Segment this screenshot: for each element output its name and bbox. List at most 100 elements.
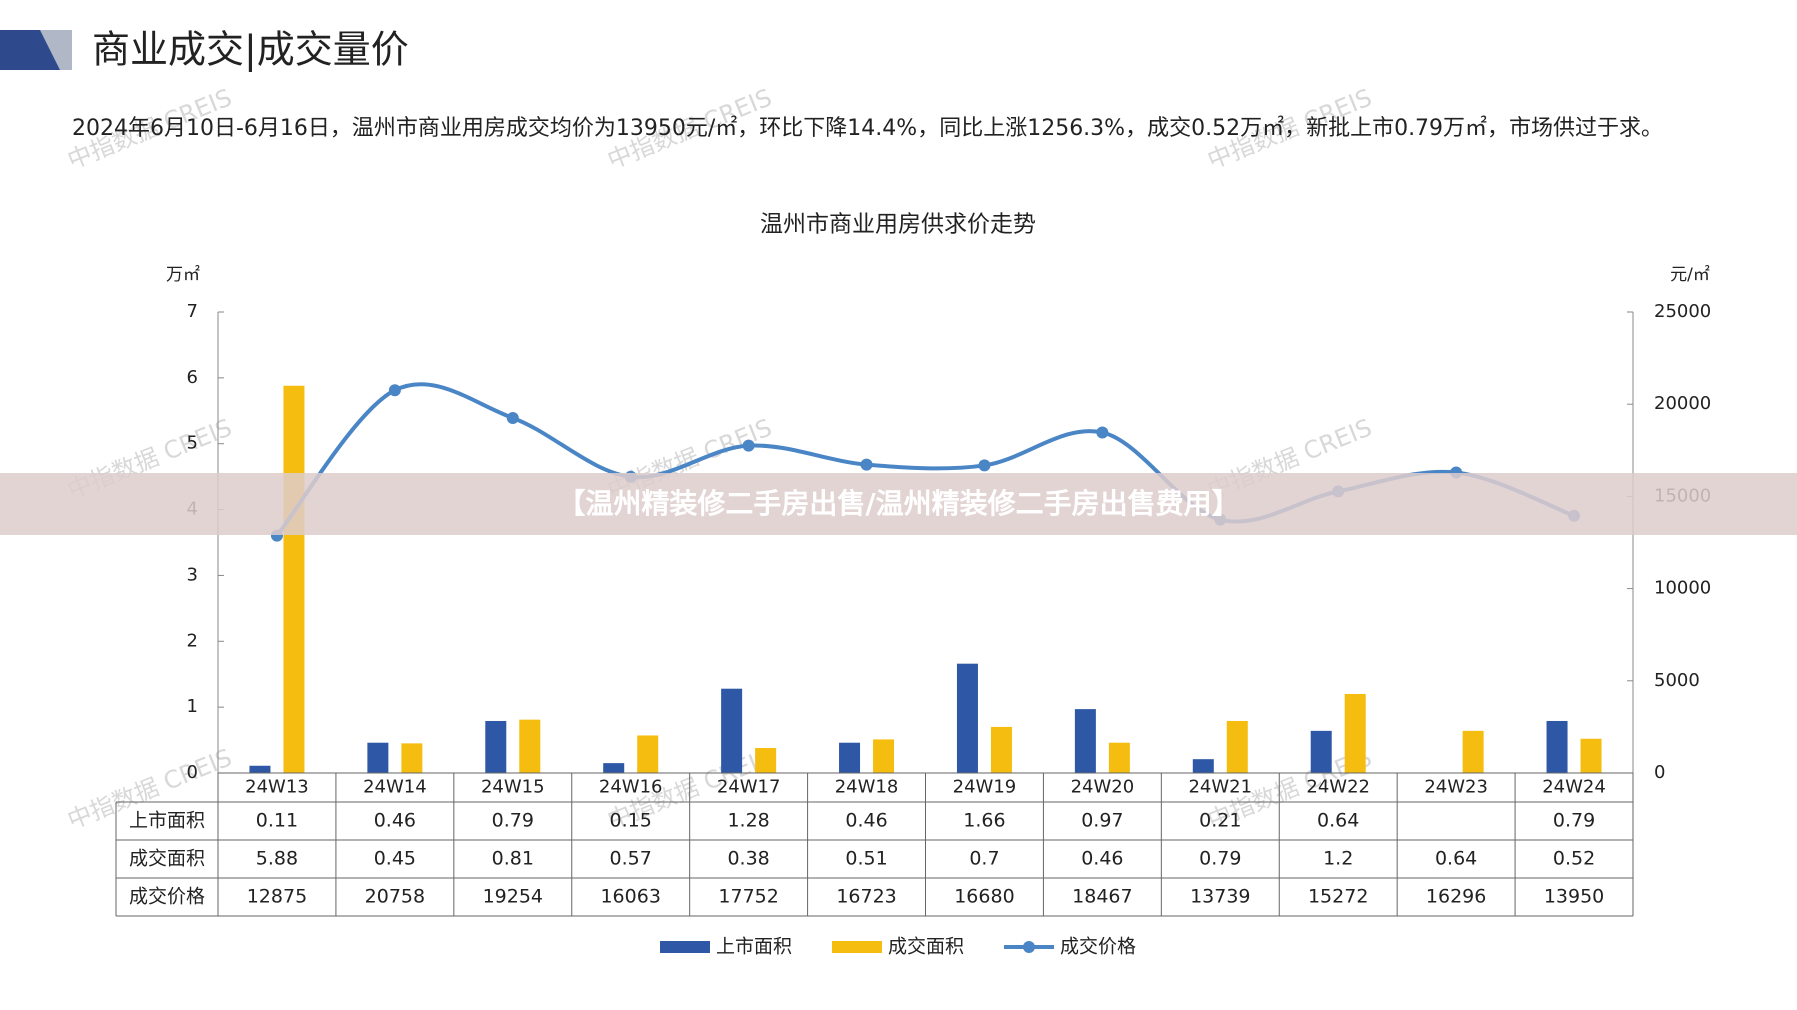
table-cell: 0.46 bbox=[1081, 848, 1123, 870]
y2-tick-label: 10000 bbox=[1654, 578, 1711, 599]
table-row-label: 成交面积 bbox=[129, 848, 205, 870]
header-decoration bbox=[40, 30, 72, 70]
table-cell: 0.15 bbox=[610, 810, 652, 832]
table-cell: 13950 bbox=[1544, 886, 1604, 908]
bar bbox=[721, 688, 743, 773]
legend-label: 成交价格 bbox=[1060, 936, 1136, 958]
table-cell: 0.46 bbox=[845, 810, 887, 832]
page-title: 商业成交|成交量价 bbox=[92, 28, 409, 73]
table-cell: 0.79 bbox=[1553, 810, 1595, 832]
table-cell: 16063 bbox=[600, 886, 660, 908]
y-axis-unit: 万㎡ bbox=[166, 265, 200, 285]
bar bbox=[956, 663, 978, 773]
table-cell: 13739 bbox=[1190, 886, 1250, 908]
table-cell: 16680 bbox=[954, 886, 1014, 908]
bar bbox=[519, 719, 541, 773]
table-row-label: 上市面积 bbox=[129, 810, 205, 832]
table-cell: 19254 bbox=[483, 886, 543, 908]
bar bbox=[1580, 738, 1602, 773]
table-cell: 5.88 bbox=[256, 848, 298, 870]
bar bbox=[401, 743, 423, 773]
table-cell: 0.45 bbox=[374, 848, 416, 870]
bar bbox=[367, 742, 389, 773]
table-cell: 0.64 bbox=[1317, 810, 1359, 832]
banner: 【温州精装修二手房出售/温州精装修二手房出售费用】 bbox=[0, 473, 1797, 535]
table-cell: 0.46 bbox=[374, 810, 416, 832]
legend-swatch bbox=[1023, 941, 1035, 953]
table-cell: 17752 bbox=[718, 886, 778, 908]
bar bbox=[603, 763, 625, 773]
y2-tick-label: 25000 bbox=[1654, 301, 1711, 322]
y-tick-label: 3 bbox=[187, 564, 198, 585]
legend-swatch bbox=[832, 941, 882, 953]
bar bbox=[283, 385, 305, 773]
legend-swatch bbox=[660, 941, 710, 953]
x-tick-label: 24W24 bbox=[1542, 777, 1606, 798]
table-cell: 15272 bbox=[1308, 886, 1368, 908]
x-tick-label: 24W14 bbox=[363, 777, 427, 798]
y2-tick-label: 0 bbox=[1654, 762, 1665, 783]
chart-title: 温州市商业用房供求价走势 bbox=[760, 212, 1036, 238]
table-cell: 0.79 bbox=[492, 810, 534, 832]
bar bbox=[1310, 730, 1332, 773]
table-cell: 0.38 bbox=[727, 848, 769, 870]
y-tick-label: 6 bbox=[187, 367, 198, 388]
bar bbox=[1108, 742, 1130, 773]
y-tick-label: 1 bbox=[187, 696, 198, 717]
table-cell: 0.11 bbox=[256, 810, 298, 832]
table-row-label: 成交价格 bbox=[129, 886, 205, 908]
price-point bbox=[506, 411, 519, 424]
bar bbox=[1226, 720, 1248, 773]
table-cell: 0.21 bbox=[1199, 810, 1241, 832]
price-point bbox=[388, 384, 401, 397]
table-cell: 1.2 bbox=[1323, 848, 1353, 870]
legend-label: 上市面积 bbox=[716, 936, 792, 958]
table-cell: 16296 bbox=[1426, 886, 1486, 908]
y2-tick-label: 20000 bbox=[1654, 393, 1711, 414]
x-tick-label: 24W19 bbox=[953, 777, 1017, 798]
bar bbox=[637, 735, 659, 773]
bar bbox=[485, 720, 507, 773]
bar bbox=[839, 742, 861, 773]
bar bbox=[1462, 730, 1484, 773]
price-point bbox=[742, 439, 755, 452]
table-cell: 1.28 bbox=[727, 810, 769, 832]
y-tick-label: 0 bbox=[187, 762, 198, 783]
x-tick-label: 24W22 bbox=[1306, 777, 1370, 798]
table-cell: 0.51 bbox=[845, 848, 887, 870]
x-tick-label: 24W18 bbox=[835, 777, 899, 798]
x-tick-label: 24W21 bbox=[1188, 777, 1252, 798]
bar bbox=[990, 726, 1012, 773]
y-tick-label: 5 bbox=[187, 433, 198, 454]
bar bbox=[1344, 693, 1366, 773]
price-point bbox=[978, 459, 991, 472]
table-cell: 0.81 bbox=[492, 848, 534, 870]
table-cell: 18467 bbox=[1072, 886, 1132, 908]
bar bbox=[1192, 759, 1214, 773]
legend-label: 成交面积 bbox=[888, 936, 964, 958]
y2-axis-unit: 元/㎡ bbox=[1670, 265, 1710, 285]
bar bbox=[249, 765, 271, 773]
y-tick-label: 2 bbox=[187, 630, 198, 651]
table-cell: 1.66 bbox=[963, 810, 1005, 832]
bar bbox=[755, 747, 777, 773]
x-tick-label: 24W23 bbox=[1424, 777, 1488, 798]
table-cell: 0.52 bbox=[1553, 848, 1595, 870]
bar bbox=[873, 739, 895, 773]
table-cell: 16723 bbox=[836, 886, 896, 908]
x-tick-label: 24W20 bbox=[1071, 777, 1135, 798]
table-cell: 0.79 bbox=[1199, 848, 1241, 870]
x-tick-label: 24W13 bbox=[245, 777, 309, 798]
bar bbox=[1546, 720, 1568, 773]
summary-paragraph: 2024年6月10日-6月16日，温州市商业用房成交均价为13950元/㎡，环比… bbox=[72, 116, 1664, 141]
bar bbox=[1074, 709, 1096, 773]
x-tick-label: 24W17 bbox=[717, 777, 781, 798]
price-point bbox=[1096, 426, 1109, 439]
table-cell: 20758 bbox=[365, 886, 425, 908]
table-cell: 0.97 bbox=[1081, 810, 1123, 832]
table-cell: 12875 bbox=[247, 886, 307, 908]
table-cell: 0.64 bbox=[1435, 848, 1477, 870]
table-cell: 0.57 bbox=[610, 848, 652, 870]
price-point bbox=[860, 458, 873, 471]
